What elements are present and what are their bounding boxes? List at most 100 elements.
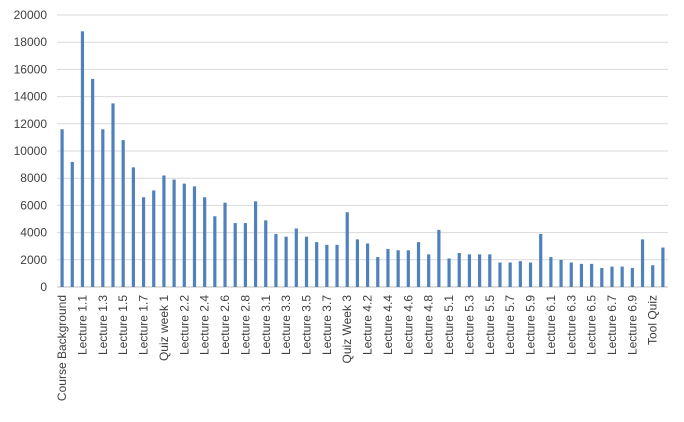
- x-tick-label: Lecture 1.3: [96, 295, 110, 355]
- x-tick-label: Lecture 6.9: [625, 295, 639, 355]
- x-tick-label: Lecture 6.7: [605, 295, 619, 355]
- bar: [590, 263, 594, 287]
- bar: [569, 262, 573, 287]
- bar: [579, 263, 584, 287]
- x-tick-label: Quiz Week 3: [340, 295, 354, 364]
- x-tick-label: Lecture 6.1: [544, 295, 558, 355]
- y-tick-label: 18000: [14, 35, 48, 49]
- x-tick-label: Tool Quiz: [646, 295, 660, 345]
- x-tick-label: Lecture 4.4: [381, 295, 395, 355]
- bar: [610, 266, 614, 287]
- bar: [376, 257, 380, 287]
- x-tick-label: Lecture 1.7: [137, 295, 151, 355]
- bar: [203, 197, 207, 287]
- bar: [539, 233, 543, 287]
- bar: [243, 223, 247, 287]
- bar: [315, 242, 319, 287]
- x-tick-label: Lecture 4.8: [422, 295, 436, 355]
- bar: [60, 129, 64, 287]
- y-tick-label: 12000: [14, 117, 48, 131]
- x-tick-label: Lecture 1.5: [116, 295, 130, 355]
- bar: [488, 254, 492, 287]
- x-tick-label: Lecture 4.2: [361, 295, 375, 355]
- bar: [162, 175, 166, 287]
- y-tick-label: 16000: [14, 62, 48, 76]
- bar: [406, 250, 410, 287]
- x-tick-label: Lecture 2.4: [198, 295, 212, 355]
- bar: [80, 31, 85, 287]
- bar: [630, 267, 634, 287]
- x-tick-label: Lecture 1.1: [75, 295, 89, 355]
- bar: [508, 262, 512, 287]
- x-tick-label: Course Background: [55, 295, 69, 401]
- bar: [274, 233, 278, 287]
- bar: [152, 190, 156, 287]
- bar: [386, 248, 390, 287]
- x-tick-label: Lecture 5.7: [503, 295, 517, 355]
- bar: [416, 242, 421, 287]
- bar: [284, 236, 288, 287]
- bar: [335, 244, 339, 287]
- bar: [192, 186, 197, 287]
- x-tick-label: Lecture 3.3: [279, 295, 293, 355]
- bar: [111, 103, 115, 288]
- bar: [355, 239, 360, 287]
- x-tick-label: Lecture 2.8: [238, 295, 252, 355]
- bar: [518, 261, 522, 287]
- bar: [559, 259, 563, 287]
- x-tick-label: Lecture 5.3: [462, 295, 476, 355]
- bar: [427, 254, 431, 287]
- x-tick-label: Lecture 6.3: [564, 295, 578, 355]
- y-tick-label: 6000: [20, 198, 47, 212]
- x-tick-label: Lecture 2.2: [177, 295, 191, 355]
- x-tick-label: Lecture 2.6: [218, 295, 232, 355]
- bar: [467, 254, 472, 287]
- y-tick-label: 2000: [20, 253, 47, 267]
- bar: [253, 201, 258, 287]
- x-tick-label: Lecture 3.1: [259, 295, 273, 355]
- bar: [478, 254, 482, 287]
- bar: [91, 78, 95, 287]
- bar: [70, 161, 74, 287]
- y-tick-label: 4000: [20, 226, 47, 240]
- x-tick-label: Lecture 6.5: [585, 295, 599, 355]
- y-tick-label: 8000: [20, 171, 47, 185]
- bar: [549, 257, 553, 287]
- x-tick-label: Lecture 5.5: [483, 295, 497, 355]
- x-tick-label: Lecture 4.6: [401, 295, 415, 355]
- bar: [101, 129, 105, 287]
- y-tick-label: 10000: [14, 144, 48, 158]
- bar: [325, 244, 329, 287]
- bar: [651, 265, 655, 287]
- bar: [304, 236, 309, 287]
- bar: [528, 262, 533, 287]
- y-tick-label: 14000: [14, 90, 48, 104]
- bar: [131, 167, 135, 287]
- bar: [141, 197, 146, 287]
- bar: [233, 223, 237, 287]
- bar: [223, 202, 227, 287]
- y-tick-label: 20000: [14, 8, 48, 22]
- x-tick-label: Lecture 3.7: [320, 295, 334, 355]
- bar: [172, 179, 176, 287]
- y-tick-label: 0: [40, 280, 47, 294]
- x-tick-label: Lecture 5.9: [524, 295, 538, 355]
- bar: [498, 262, 502, 287]
- bar: [365, 243, 370, 287]
- bar: [345, 212, 349, 287]
- bar: [264, 220, 268, 287]
- x-tick-label: Quiz week 1: [157, 295, 171, 361]
- bar: [182, 183, 186, 287]
- x-tick-label: Lecture 5.1: [442, 295, 456, 355]
- bar: [121, 140, 125, 287]
- bar: [437, 229, 441, 287]
- bar: [294, 228, 298, 287]
- bar: [213, 216, 217, 287]
- bar: [640, 239, 645, 287]
- bar: [396, 250, 400, 287]
- x-tick-label: Lecture 3.5: [299, 295, 313, 355]
- bar: [447, 258, 451, 287]
- bar: [457, 253, 461, 287]
- bar: [620, 266, 624, 287]
